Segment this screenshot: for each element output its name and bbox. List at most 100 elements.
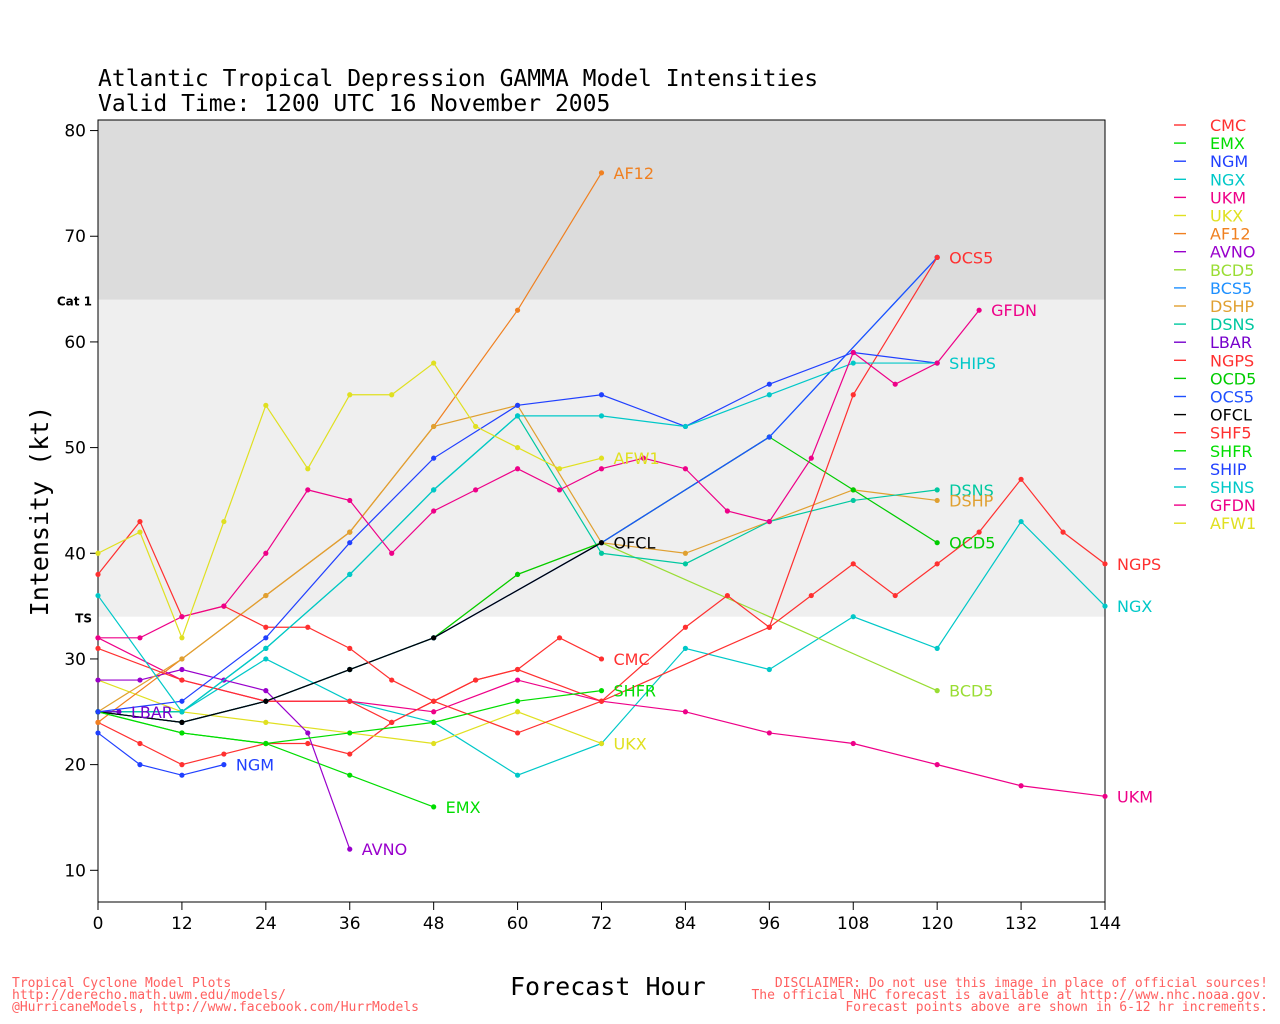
- data-point: [598, 740, 605, 747]
- data-point: [514, 698, 521, 704]
- data-point: [766, 434, 772, 440]
- data-point: [179, 719, 185, 725]
- data-point: [179, 677, 185, 683]
- data-point: [598, 540, 605, 546]
- y-tick-label: 30: [64, 650, 86, 670]
- data-point: [347, 698, 353, 704]
- data-point: [598, 413, 605, 419]
- data-point: [431, 740, 437, 747]
- footer-left-3: @HurricaneModels, http://www.facebook.co…: [12, 1000, 419, 1015]
- legend-entry: UKM: [1210, 188, 1246, 207]
- end-label: OCS5: [949, 248, 993, 267]
- data-point: [347, 529, 353, 535]
- data-point: [514, 571, 521, 578]
- legend-entry: UKX: [1210, 207, 1243, 226]
- data-point: [179, 730, 185, 736]
- legend-entry: SHIP: [1210, 460, 1247, 479]
- x-tick-label: 96: [759, 914, 781, 934]
- series-line: [97, 732, 225, 776]
- data-point: [976, 529, 982, 535]
- end-label: DSNS: [949, 481, 994, 500]
- end-label: AF12: [614, 164, 655, 183]
- footer-right-1: DISCLAIMER: Do not use this image in pla…: [774, 976, 1268, 991]
- data-point: [221, 751, 227, 757]
- data-point: [514, 730, 521, 736]
- y-tick-label: 40: [64, 544, 86, 564]
- band-label: TS: [75, 612, 92, 626]
- series-afw1: [95, 360, 605, 641]
- series-line: [97, 478, 1106, 724]
- data-point: [514, 709, 521, 715]
- data-point: [598, 170, 605, 176]
- footer-right-3: Forecast points above are shown in 6-12 …: [845, 1000, 1268, 1015]
- data-point: [473, 423, 479, 430]
- data-point: [263, 688, 269, 694]
- data-point: [347, 497, 353, 504]
- data-point: [850, 487, 856, 493]
- data-point: [598, 550, 605, 556]
- data-point: [347, 730, 353, 736]
- data-point: [347, 571, 353, 578]
- data-point: [389, 677, 395, 683]
- end-label: LBAR: [131, 703, 173, 722]
- legend-entry: AVNO: [1210, 243, 1255, 262]
- data-point: [598, 392, 605, 398]
- data-point: [431, 508, 437, 514]
- chart-subtitle: Valid Time: 1200 UTC 16 November 2005: [98, 91, 611, 117]
- data-point: [95, 645, 101, 651]
- data-point: [766, 666, 772, 673]
- legend-entry: AF12: [1210, 225, 1251, 244]
- data-point: [850, 497, 856, 504]
- data-point: [179, 698, 185, 704]
- x-tick-label: 60: [507, 914, 529, 934]
- data-point: [850, 360, 856, 366]
- legend-entry: AFW1: [1210, 514, 1256, 533]
- data-point: [766, 518, 772, 525]
- data-point: [431, 804, 437, 810]
- end-label: AVNO: [362, 840, 407, 859]
- y-tick-label: 10: [64, 861, 86, 881]
- data-point: [598, 656, 605, 662]
- data-point: [808, 455, 814, 461]
- data-point: [305, 740, 311, 747]
- data-point: [724, 592, 730, 599]
- data-point: [179, 772, 185, 778]
- data-point: [347, 645, 353, 651]
- end-label: AFW1: [614, 449, 660, 468]
- chart-title: Atlantic Tropical Depression GAMMA Model…: [98, 66, 819, 92]
- data-point: [934, 540, 940, 546]
- data-point: [179, 614, 185, 620]
- data-point: [95, 571, 101, 578]
- data-point: [179, 666, 185, 673]
- data-point: [221, 518, 227, 525]
- data-point: [892, 381, 898, 387]
- footer-left-2: http://derecho.math.uwm.edu/models/: [12, 988, 286, 1003]
- data-point: [179, 762, 185, 768]
- x-tick-label: 132: [1005, 914, 1037, 934]
- data-point: [347, 751, 353, 757]
- footer-right-2: The official NHC forecast is available a…: [751, 988, 1268, 1003]
- legend-entry: NGPS: [1210, 351, 1254, 370]
- legend-entry: SHF5: [1210, 424, 1252, 443]
- data-point: [934, 487, 940, 493]
- data-point: [934, 254, 940, 260]
- data-point: [682, 645, 689, 651]
- legend-entry: NGM: [1210, 152, 1248, 171]
- data-point: [431, 455, 437, 461]
- data-point: [305, 730, 311, 736]
- data-point: [263, 402, 269, 408]
- end-label: NGPS: [1117, 555, 1161, 574]
- data-point: [556, 487, 563, 493]
- end-label: SHFR: [614, 682, 657, 701]
- end-label: UKM: [1117, 787, 1153, 806]
- data-point: [347, 666, 353, 673]
- data-point: [976, 307, 982, 313]
- data-point: [934, 360, 940, 366]
- data-point: [347, 772, 353, 778]
- legend-entry: OCD5: [1210, 369, 1256, 388]
- x-tick-label: 12: [171, 914, 193, 934]
- data-point: [389, 719, 395, 725]
- data-point: [137, 740, 143, 747]
- end-label: SHIPS: [949, 354, 996, 373]
